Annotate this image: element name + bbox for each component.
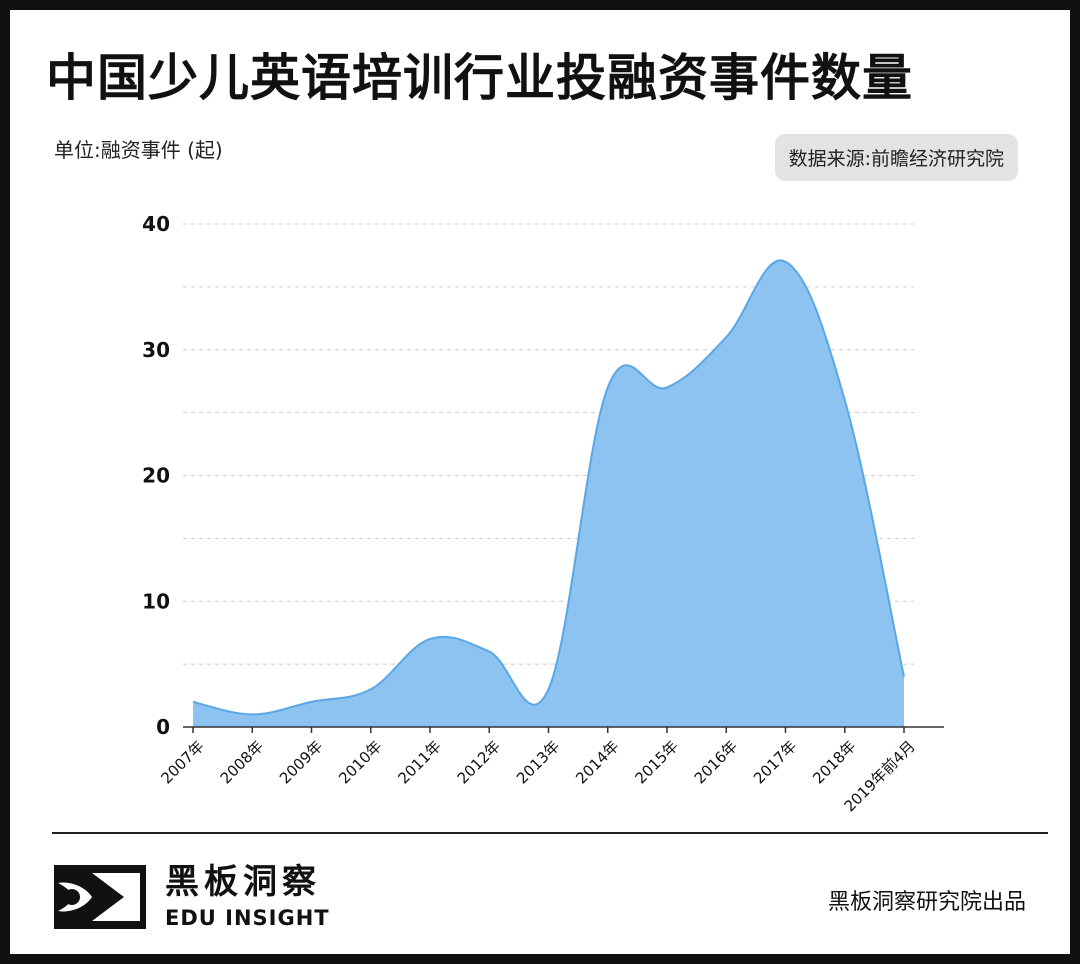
x-tick-label: 2015年 xyxy=(631,737,681,787)
brand-name-cn: 黑板洞察 xyxy=(165,862,321,902)
x-tick-label: 2010年 xyxy=(335,737,385,787)
unit-label: 单位:融资事件 (起) xyxy=(54,138,223,162)
x-tick-label: 2012年 xyxy=(454,737,504,787)
x-tick-label: 2008年 xyxy=(217,737,267,787)
x-tick-label: 2013年 xyxy=(513,737,563,787)
series-line xyxy=(192,259,905,716)
x-tick-label: 2017年 xyxy=(750,737,800,787)
footer-divider xyxy=(52,832,1048,834)
x-tick-label: 2007年 xyxy=(157,737,207,787)
credit-text: 黑板洞察研究院出品 xyxy=(827,890,1026,915)
y-tick-label: 40 xyxy=(142,212,170,236)
brand-name-en: EDU INSIGHT xyxy=(165,906,330,930)
x-tick-label: 2011年 xyxy=(394,737,444,787)
series-area xyxy=(193,260,904,727)
y-tick-label: 0 xyxy=(156,715,170,739)
source-badge: 数据来源:前瞻经济研究院 xyxy=(774,134,1018,181)
eye-logo-icon xyxy=(54,865,146,929)
x-tick-label: 2014年 xyxy=(572,737,622,787)
y-tick-label: 20 xyxy=(142,464,170,488)
x-tick-label: 2009年 xyxy=(276,737,326,787)
y-tick-label: 10 xyxy=(142,589,170,613)
chart-title: 中国少儿英语培训行业投融资事件数量 xyxy=(46,49,913,107)
x-tick-label: 2018年 xyxy=(809,737,859,787)
y-tick-label: 30 xyxy=(142,338,170,362)
brand-block: 黑板洞察 EDU INSIGHT xyxy=(165,862,330,930)
x-tick-label: 2016年 xyxy=(691,737,741,787)
